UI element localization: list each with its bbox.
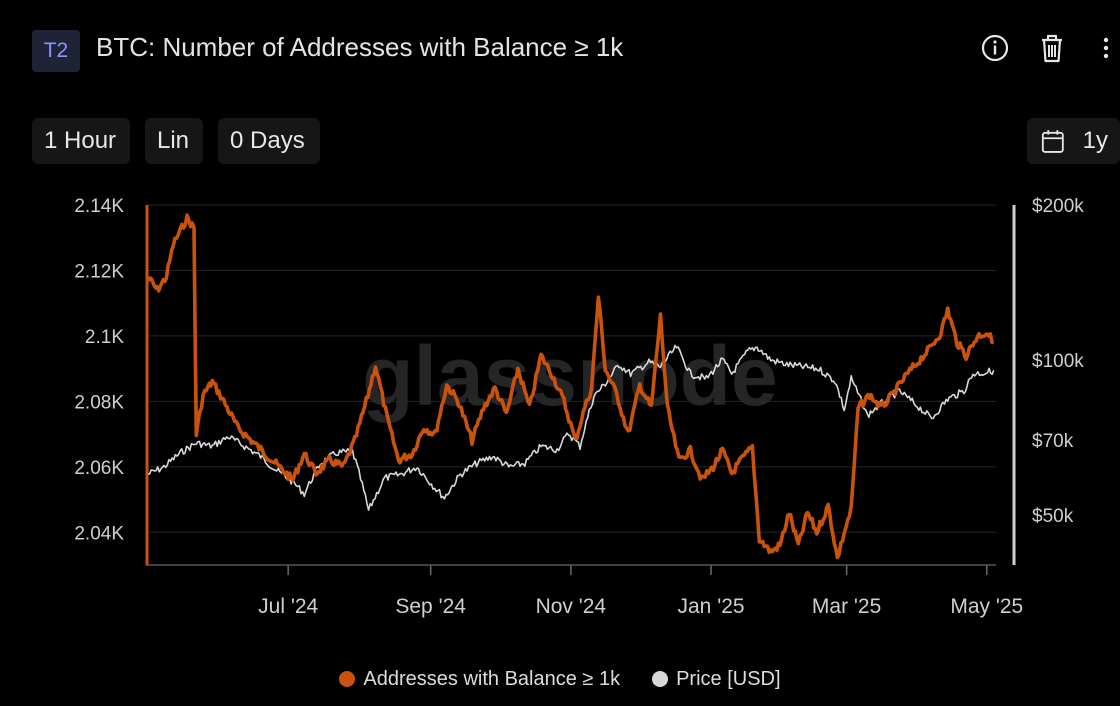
x-tick-label: Sep '24 — [395, 595, 466, 618]
y-left-tick-label: 2.14K — [74, 196, 124, 217]
x-tick-label: Jan '25 — [678, 595, 745, 618]
y-left-tick-label: 2.04K — [74, 523, 124, 544]
info-icon[interactable] — [978, 30, 1012, 66]
legend-swatch-price — [652, 671, 669, 687]
calendar-icon — [1041, 130, 1064, 153]
chart-title: BTC: Number of Addresses with Balance ≥ … — [96, 32, 624, 62]
legend-label-addresses: Addresses with Balance ≥ 1k — [363, 667, 621, 690]
scale-selector[interactable]: Lin — [145, 118, 203, 164]
x-tick-label: Jul '24 — [258, 595, 318, 618]
range-label: 1y — [1082, 127, 1108, 154]
x-tick-label: Nov '24 — [536, 595, 607, 618]
legend-item-addresses[interactable]: Addresses with Balance ≥ 1k — [339, 664, 620, 694]
x-tick-label: Mar '25 — [812, 595, 881, 618]
legend-item-price[interactable]: Price [USD] — [652, 664, 781, 694]
x-tick-label: May '25 — [950, 595, 1023, 618]
y-right-tick-label: $200k — [1032, 196, 1084, 217]
more-icon[interactable] — [1098, 30, 1114, 66]
y-right-tick-label: $70k — [1032, 431, 1074, 452]
tier-badge: T2 — [32, 30, 80, 72]
legend: Addresses with Balance ≥ 1k Price [USD] — [0, 664, 1120, 694]
watermark: glassnode — [362, 329, 777, 423]
y-left-tick-label: 2.1K — [85, 327, 124, 348]
chart-canvas[interactable]: 2.14K 2.12K 2.1K 2.08K 2.06K 2.04K $200k $100k $… — [0, 180, 1120, 640]
resolution-selector[interactable]: 1 Hour — [32, 118, 130, 164]
trash-icon[interactable] — [1035, 30, 1069, 66]
series-line-addresses — [146, 213, 994, 560]
legend-label-price: Price [USD] — [676, 667, 781, 690]
y-left-tick-label: 2.12K — [74, 261, 124, 282]
y-right-tick-label: $100k — [1032, 351, 1084, 372]
y-left-tick-label: 2.06K — [74, 458, 124, 479]
chart-header: T2 BTC: Number of Addresses with Balance… — [0, 0, 1120, 100]
legend-swatch-addresses — [339, 671, 356, 687]
y-left-tick-label: 2.08K — [74, 392, 124, 413]
range-selector[interactable]: 1y — [1027, 118, 1120, 164]
sma-selector[interactable]: 0 Days — [218, 118, 320, 164]
y-right-tick-label: $50k — [1032, 506, 1074, 527]
